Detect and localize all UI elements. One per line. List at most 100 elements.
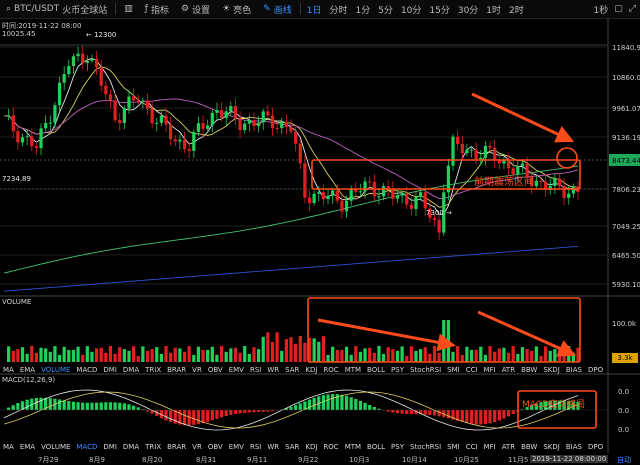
- volume-bar: [368, 347, 372, 362]
- indicator-button[interactable]: ƒ 指标: [139, 0, 175, 18]
- macd-bar: [224, 410, 228, 417]
- indicator-tab[interactable]: EMA: [19, 366, 36, 374]
- indicator-tab[interactable]: SKDJ: [543, 443, 560, 451]
- timeframe-tab[interactable]: 15分: [429, 5, 450, 16]
- indicator-tab[interactable]: VR: [192, 443, 202, 451]
- candle-body: [81, 53, 85, 63]
- indicator-tab[interactable]: MACD: [76, 366, 98, 374]
- volume-bar: [479, 346, 483, 362]
- indicator-tab[interactable]: TRIX: [145, 443, 162, 451]
- candle-body: [48, 122, 52, 124]
- macd-bar: [280, 409, 284, 410]
- indicator-tab[interactable]: SMI: [447, 366, 460, 374]
- volume-bar: [409, 346, 413, 362]
- indicator-tab[interactable]: SMI: [447, 443, 460, 451]
- indicator-tab[interactable]: CCI: [465, 366, 478, 374]
- indicator-tab[interactable]: SKDJ: [543, 366, 560, 374]
- indicator-tab[interactable]: BBW: [521, 366, 538, 374]
- macd-bar: [57, 399, 62, 410]
- indicator-tab[interactable]: StochRSI: [410, 366, 442, 374]
- indicator-tab[interactable]: BRAR: [167, 443, 187, 451]
- theme-button[interactable]: ☀ 亮色: [216, 0, 257, 18]
- chart-type-button[interactable]: ▥: [118, 0, 139, 18]
- candle-body: [7, 115, 11, 117]
- current-price-badge: [609, 154, 640, 166]
- indicator-tab[interactable]: DMA: [122, 366, 140, 374]
- timeframe-tab[interactable]: 10分: [400, 5, 422, 16]
- square-icon[interactable]: ▢: [614, 3, 623, 14]
- indicator-tab[interactable]: WR: [267, 366, 280, 374]
- indicator-tab[interactable]: EMV: [228, 443, 244, 451]
- draw-button[interactable]: ✎ 画线: [257, 0, 298, 18]
- timeframe-tab[interactable]: 分时: [329, 5, 348, 16]
- indicator-tab[interactable]: MTM: [344, 443, 362, 451]
- indicator-tab[interactable]: MTM: [344, 366, 362, 374]
- indicator-tab[interactable]: MFI: [483, 366, 496, 374]
- macd-bar: [289, 406, 293, 410]
- indicator-tab[interactable]: KDJ: [305, 366, 318, 374]
- indicator-tab[interactable]: DMI: [103, 443, 117, 451]
- indicator-tab[interactable]: EMV: [228, 366, 244, 374]
- indicator-tab[interactable]: VOLUME: [41, 443, 71, 451]
- indicator-tab[interactable]: CCI: [465, 443, 478, 451]
- indicator-tab[interactable]: BOLL: [367, 443, 386, 451]
- indicator-tab[interactable]: BRAR: [167, 366, 187, 374]
- volume-bar: [442, 320, 446, 362]
- indicator-tab[interactable]: BIAS: [565, 366, 582, 374]
- indicator-tab[interactable]: BBW: [521, 443, 538, 451]
- auto-scale-button[interactable]: 自动: [617, 456, 631, 464]
- volume-bar: [164, 346, 168, 362]
- volume-bar: [85, 346, 89, 362]
- indicator-tab[interactable]: KDJ: [305, 443, 318, 451]
- timeframe-tab[interactable]: 2时: [509, 5, 524, 16]
- macd-bar: [145, 410, 150, 412]
- timeframe-tab[interactable]: 5分: [378, 5, 393, 16]
- indicator-tab[interactable]: MA: [3, 366, 14, 374]
- indicator-tab[interactable]: AO: [606, 443, 608, 451]
- indicator-tab[interactable]: DPO: [587, 443, 604, 451]
- indicator-tab[interactable]: OBV: [207, 443, 223, 451]
- timeframe-tab[interactable]: 30分: [457, 5, 479, 16]
- macd-bar: [90, 402, 94, 410]
- indicator-tab[interactable]: DMA: [122, 443, 140, 451]
- timeframe-tab[interactable]: 1时: [486, 5, 502, 16]
- indicator-tab[interactable]: TRIX: [145, 366, 162, 374]
- indicator-tab[interactable]: OBV: [207, 366, 223, 374]
- search-button[interactable]: ⌕ BTC/USDT 火币全球站: [0, 0, 113, 18]
- expand-icon[interactable]: ⤢: [628, 3, 636, 14]
- price-tick-label: 5930.10: [612, 281, 640, 289]
- indicator-tab[interactable]: PSY: [391, 366, 404, 374]
- price-tick-label: 7049.25: [612, 223, 640, 231]
- indicator-tab[interactable]: StochRSI: [410, 443, 442, 451]
- indicator-tab[interactable]: BOLL: [367, 366, 386, 374]
- indicator-tab[interactable]: ROC: [323, 366, 339, 374]
- timeframe-tab[interactable]: 1日: [306, 5, 322, 16]
- candle-body: [187, 149, 191, 151]
- indicator-tab[interactable]: DPO: [587, 366, 604, 374]
- timeframe-tab[interactable]: 1分: [355, 5, 371, 16]
- indicator-tab[interactable]: PSY: [391, 443, 404, 451]
- macd-bar: [312, 397, 316, 410]
- indicator-tab[interactable]: MFI: [483, 443, 496, 451]
- settings-button[interactable]: ⚙ 设置: [175, 0, 216, 18]
- indicator-tab[interactable]: MACD: [76, 443, 98, 451]
- refresh-rate-label[interactable]: 1秒: [593, 5, 609, 16]
- indicator-tab[interactable]: BIAS: [565, 443, 582, 451]
- indicator-tab[interactable]: VR: [192, 366, 202, 374]
- indicator-tab[interactable]: DMI: [103, 366, 117, 374]
- indicator-tab[interactable]: ROC: [323, 443, 339, 451]
- indicator-tab[interactable]: EMA: [19, 443, 36, 451]
- indicator-tab[interactable]: SAR: [285, 366, 300, 374]
- indicator-tab[interactable]: WR: [267, 443, 280, 451]
- indicator-tab[interactable]: MA: [3, 443, 14, 451]
- indicator-tab[interactable]: SAR: [285, 443, 300, 451]
- indicator-tab[interactable]: ATR: [501, 443, 516, 451]
- candle-body: [39, 128, 43, 149]
- macd-bar: [141, 409, 145, 410]
- indicator-tab[interactable]: AO: [606, 366, 608, 374]
- indicator-tab[interactable]: RSI: [249, 443, 262, 451]
- indicator-tab[interactable]: VOLUME: [41, 366, 71, 374]
- indicator-tab[interactable]: ATR: [501, 366, 516, 374]
- indicator-tab[interactable]: RSI: [249, 366, 262, 374]
